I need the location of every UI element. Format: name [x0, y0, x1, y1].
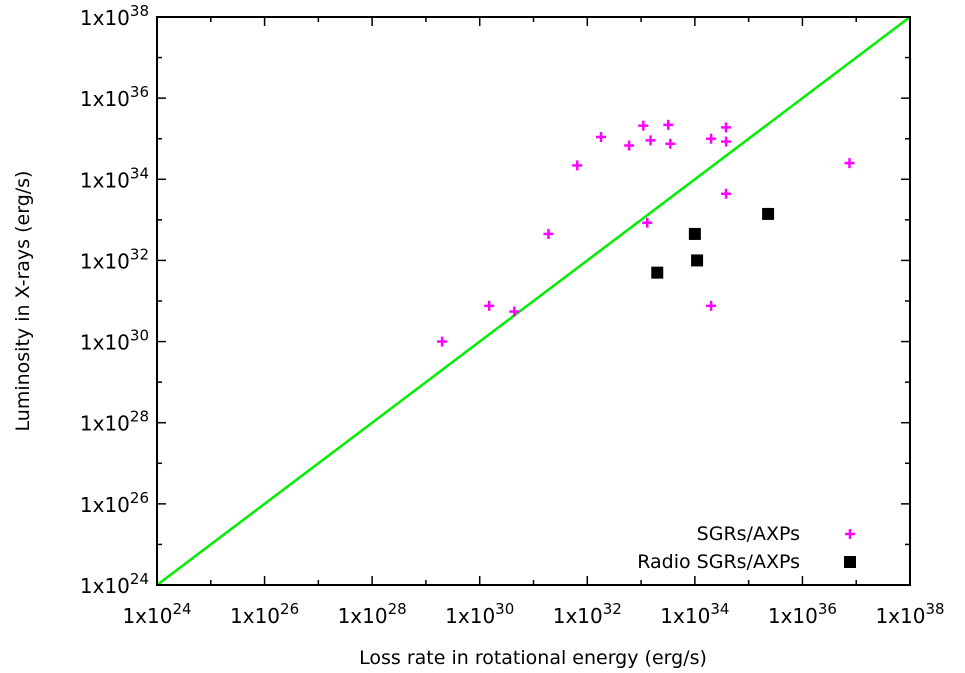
x-tick-label: 1x1024	[122, 600, 191, 628]
data-points	[437, 119, 855, 347]
x-tick-label: 1x1030	[445, 600, 514, 628]
x-tick-label: 1x1038	[875, 600, 944, 628]
y-axis-title: Luminosity in X-rays (erg/s)	[12, 171, 34, 432]
data-point-sgrs-axps	[596, 132, 607, 143]
data-point-sgrs-axps	[721, 188, 732, 199]
x-tick-label: 1x1028	[338, 600, 407, 628]
data-point-sgrs-axps	[706, 300, 717, 311]
y-tick-label: 1x1038	[80, 2, 149, 30]
data-point-sgrs-axps	[642, 217, 653, 228]
y-tick-label: 1x1032	[80, 245, 149, 273]
data-point-sgrs-axps	[509, 306, 520, 317]
data-point-sgrs-axps	[721, 136, 732, 147]
legend: SGRs/AXPs Radio SGRs/AXPs	[637, 523, 856, 573]
data-point-sgrs-axps	[572, 160, 583, 171]
legend-marker-plus	[845, 529, 855, 539]
data-point-radio-sgrs-axps	[688, 227, 701, 240]
data-point-sgrs-axps	[624, 140, 635, 151]
x-tick-label: 1x1032	[553, 600, 622, 628]
y-tick-label: 1x1024	[80, 570, 149, 598]
y-tick-label: 1x1026	[80, 489, 149, 517]
y-tick-label: 1x1034	[80, 164, 149, 192]
legend-label-radio-sgrs-axps: Radio SGRs/AXPs	[637, 551, 800, 573]
data-point-sgrs-axps	[844, 158, 855, 169]
data-point-sgrs-axps	[645, 135, 656, 146]
data-point-sgrs-axps	[437, 336, 448, 347]
x-axis-title: Loss rate in rotational energy (erg/s)	[359, 647, 707, 669]
plot-frame	[156, 16, 911, 586]
data-point-sgrs-axps	[543, 228, 554, 239]
data-point-radio-sgrs-axps	[691, 254, 704, 267]
y-tick-label: 1x1028	[80, 408, 149, 436]
legend-label-sgrs-axps: SGRs/AXPs	[697, 523, 800, 545]
y-tick-label: 1x1030	[80, 327, 149, 355]
data-point-sgrs-axps	[706, 133, 717, 144]
x-tick-label: 1x1036	[768, 600, 837, 628]
legend-marker-square	[844, 556, 856, 568]
tick-labels: 1x1024 1x1026 1x1028 1x1030 1x1032 1x1034 1x10…	[80, 2, 945, 628]
y-tick-label: 1x1036	[80, 83, 149, 111]
reference-line	[156, 16, 911, 586]
data-point-sgrs-axps	[665, 138, 676, 149]
x-tick-label: 1x1034	[660, 600, 729, 628]
data-point-sgrs-axps	[721, 122, 732, 133]
data-point-radio-sgrs-axps	[762, 207, 775, 220]
x-tick-label: 1x1026	[230, 600, 299, 628]
data-point-sgrs-axps	[638, 120, 649, 131]
reference-line-layer	[156, 16, 911, 586]
data-point-radio-sgrs-axps	[651, 266, 664, 279]
data-point-sgrs-axps	[484, 300, 495, 311]
data-point-sgrs-axps	[663, 119, 674, 130]
